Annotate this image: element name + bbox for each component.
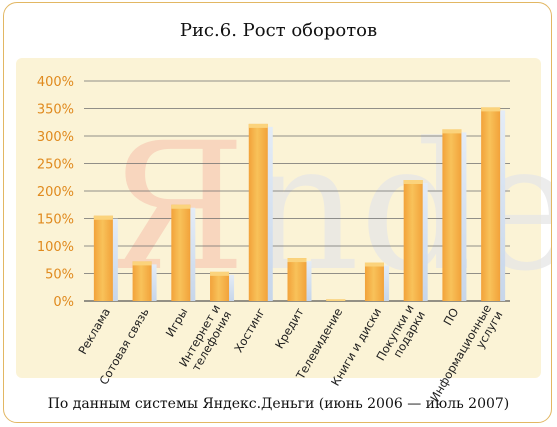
bar-chart: Яndex0%50%100%150%200%250%300%350%400%Ре…	[37, 75, 551, 410]
bar-cap	[93, 215, 113, 220]
bar-cap	[287, 258, 307, 263]
bar	[287, 258, 307, 301]
bar	[442, 129, 462, 301]
y-tick-label: 350%	[37, 103, 74, 118]
bar-cap	[403, 180, 423, 184]
chart-title: Рис.6. Рост оборотов	[179, 20, 378, 41]
x-tick-label: Информационныеуслуги	[427, 302, 505, 410]
bar	[210, 271, 230, 301]
bar-cap	[442, 129, 462, 134]
y-tick-label: 0%	[53, 295, 74, 310]
bar	[481, 107, 501, 302]
bar-cap	[132, 261, 152, 266]
chart-caption: По данным системы Яндекс.Деньги (июнь 20…	[47, 396, 510, 412]
bar-cap	[364, 262, 384, 267]
bar-cap	[171, 204, 191, 209]
y-tick-label: 250%	[37, 158, 74, 173]
x-tick-label: Хостинг	[231, 306, 268, 355]
x-tick-label: Игры	[163, 306, 191, 340]
chart-frame: Рис.6. Рост оборотов Яndex0%50%100%150%2…	[3, 2, 552, 423]
y-tick-label: 400%	[37, 75, 74, 90]
bar	[171, 204, 191, 301]
bar-cap	[248, 123, 268, 128]
y-tick-label: 200%	[37, 185, 74, 200]
x-tick-label: Кредит	[272, 305, 307, 351]
bar	[93, 215, 113, 301]
bar	[403, 180, 423, 301]
y-tick-label: 50%	[45, 268, 74, 283]
bar-cap	[210, 271, 230, 276]
y-tick-label: 150%	[37, 213, 74, 228]
x-tick-label: Реклама	[75, 306, 113, 357]
bar	[132, 261, 152, 301]
y-tick-label: 100%	[37, 240, 74, 255]
bar-cap	[326, 299, 346, 301]
bar	[364, 262, 384, 301]
y-tick-label: 300%	[37, 130, 74, 145]
bar-cap	[481, 107, 501, 112]
bar	[248, 123, 268, 302]
